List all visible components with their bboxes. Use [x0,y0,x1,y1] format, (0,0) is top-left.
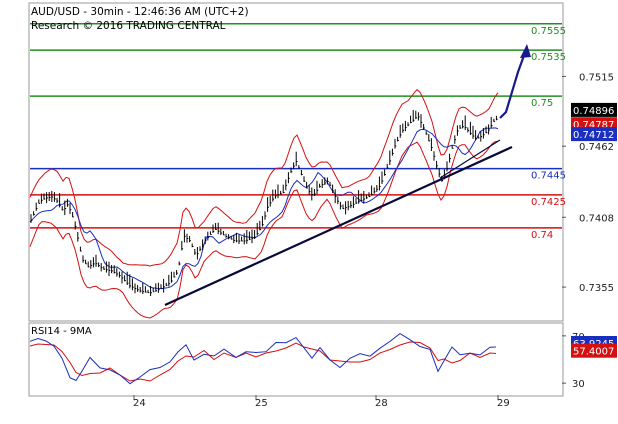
y-tick-label-1: 0.7462 [579,142,614,153]
price-badge-2: 0.74712 [573,130,614,141]
rsi-tick-label-1: 30 [572,379,585,390]
projection-arrow-line [499,49,528,119]
level-label-4: 0.7425 [531,197,566,208]
price-badge-bg-0 [571,102,617,117]
x-tick-label-1: 25 [255,398,268,409]
y-tick-label-3: 0.7355 [579,283,614,294]
moving-average-line [29,127,499,290]
support-trendline [164,145,513,307]
level-label-0: 0.7555 [531,26,566,37]
price-badge-0: 0.74896 [573,106,614,117]
level-label-2: 0.75 [531,98,553,109]
level-label-5: 0.74 [531,230,553,241]
rsi-line [29,332,497,385]
y-tick-label-2: 0.7408 [579,213,614,224]
rsi-panel-frame [28,322,564,397]
bollinger-lower-line [29,140,499,319]
x-tick-label-3: 29 [497,398,510,409]
price-badge-1: 0.74787 [573,120,614,131]
rsi-title: RSI14 - 9MA [31,326,92,337]
price-badge-bg-2 [571,127,617,142]
main-panel-frame [28,2,564,322]
x-tick-label-0: 24 [133,398,146,409]
rsi-badge-1: 57.4007 [573,347,614,358]
level-label-3: 0.7445 [531,171,566,182]
header-line1: AUD/USD - 30min - 12:46:36 AM (UTC+2) [31,6,249,18]
x-tick-label-2: 28 [375,398,388,409]
level-label-1: 0.7535 [531,52,566,63]
inner-trendline [439,139,501,179]
header-line2: Research © 2016 TRADING CENTRAL [31,20,226,32]
rsi-badge-bg-1 [571,343,617,358]
projection-arrow-head [520,44,531,58]
bollinger-upper-line [29,88,499,267]
rsi-ma-line [29,341,497,382]
y-tick-label-0: 0.7515 [579,72,614,83]
